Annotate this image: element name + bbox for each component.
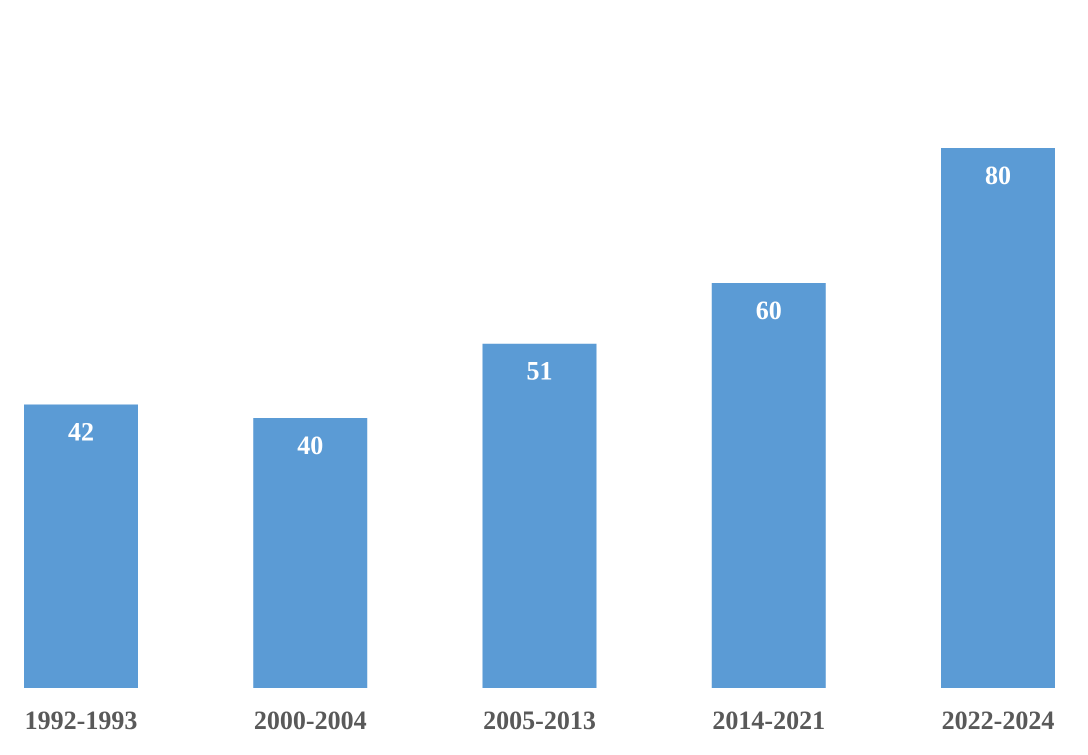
bar xyxy=(711,283,826,688)
bar xyxy=(941,148,1055,688)
bar xyxy=(482,343,597,688)
data-label: 51 xyxy=(527,357,553,386)
x-tick-label: 2000-2004 xyxy=(254,706,367,735)
x-tick-label: 1992-1993 xyxy=(25,706,138,735)
x-tick-label: 2022-2024 xyxy=(942,706,1055,735)
data-label: 80 xyxy=(985,161,1011,190)
x-tick-label: 2005-2013 xyxy=(483,706,596,735)
data-label: 60 xyxy=(756,296,782,325)
bar xyxy=(253,418,368,688)
data-label: 42 xyxy=(68,417,94,446)
data-label: 40 xyxy=(297,431,323,460)
bar xyxy=(24,404,138,688)
x-tick-label: 2014-2021 xyxy=(712,706,825,735)
